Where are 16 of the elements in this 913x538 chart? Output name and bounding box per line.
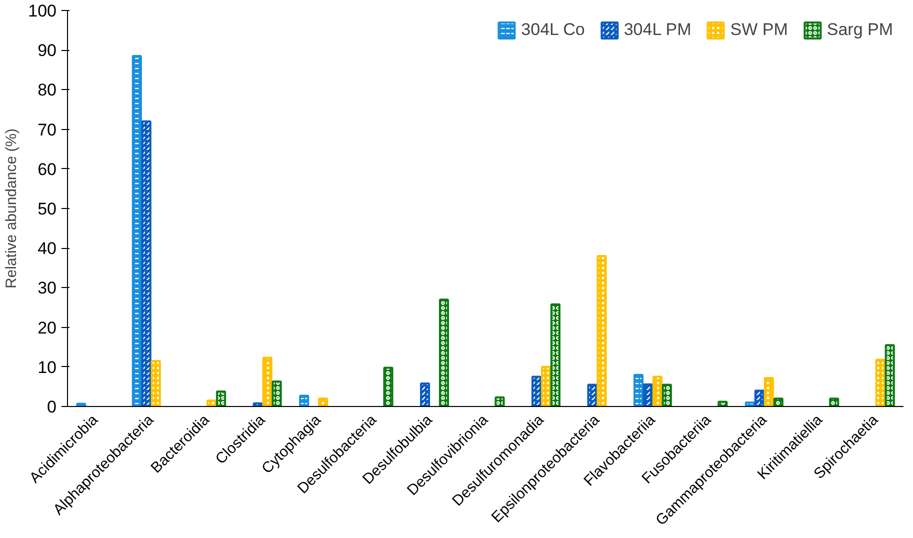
y-tick-label: 30: [38, 278, 57, 298]
y-axis-title: Relative abundance (%): [3, 128, 20, 289]
y-tick-label: 60: [38, 160, 57, 179]
y-tick-label: 10: [38, 358, 57, 377]
y-tick-label: 100: [28, 2, 57, 20]
y-tick-label: 50: [38, 200, 57, 218]
y-tick-label: 0: [47, 398, 57, 416]
y-tick-label: 90: [38, 41, 57, 60]
y-tick-label: 70: [38, 120, 57, 140]
legend-label: SW PM: [730, 20, 788, 40]
y-tick-label: 80: [38, 80, 57, 100]
y-tick-label: 40: [38, 239, 57, 258]
legend-label: 304L PM: [624, 20, 692, 40]
legend-label: 304L Co: [521, 20, 585, 40]
y-tick-label: 20: [38, 318, 57, 338]
legend-label: Sarg PM: [826, 20, 893, 40]
